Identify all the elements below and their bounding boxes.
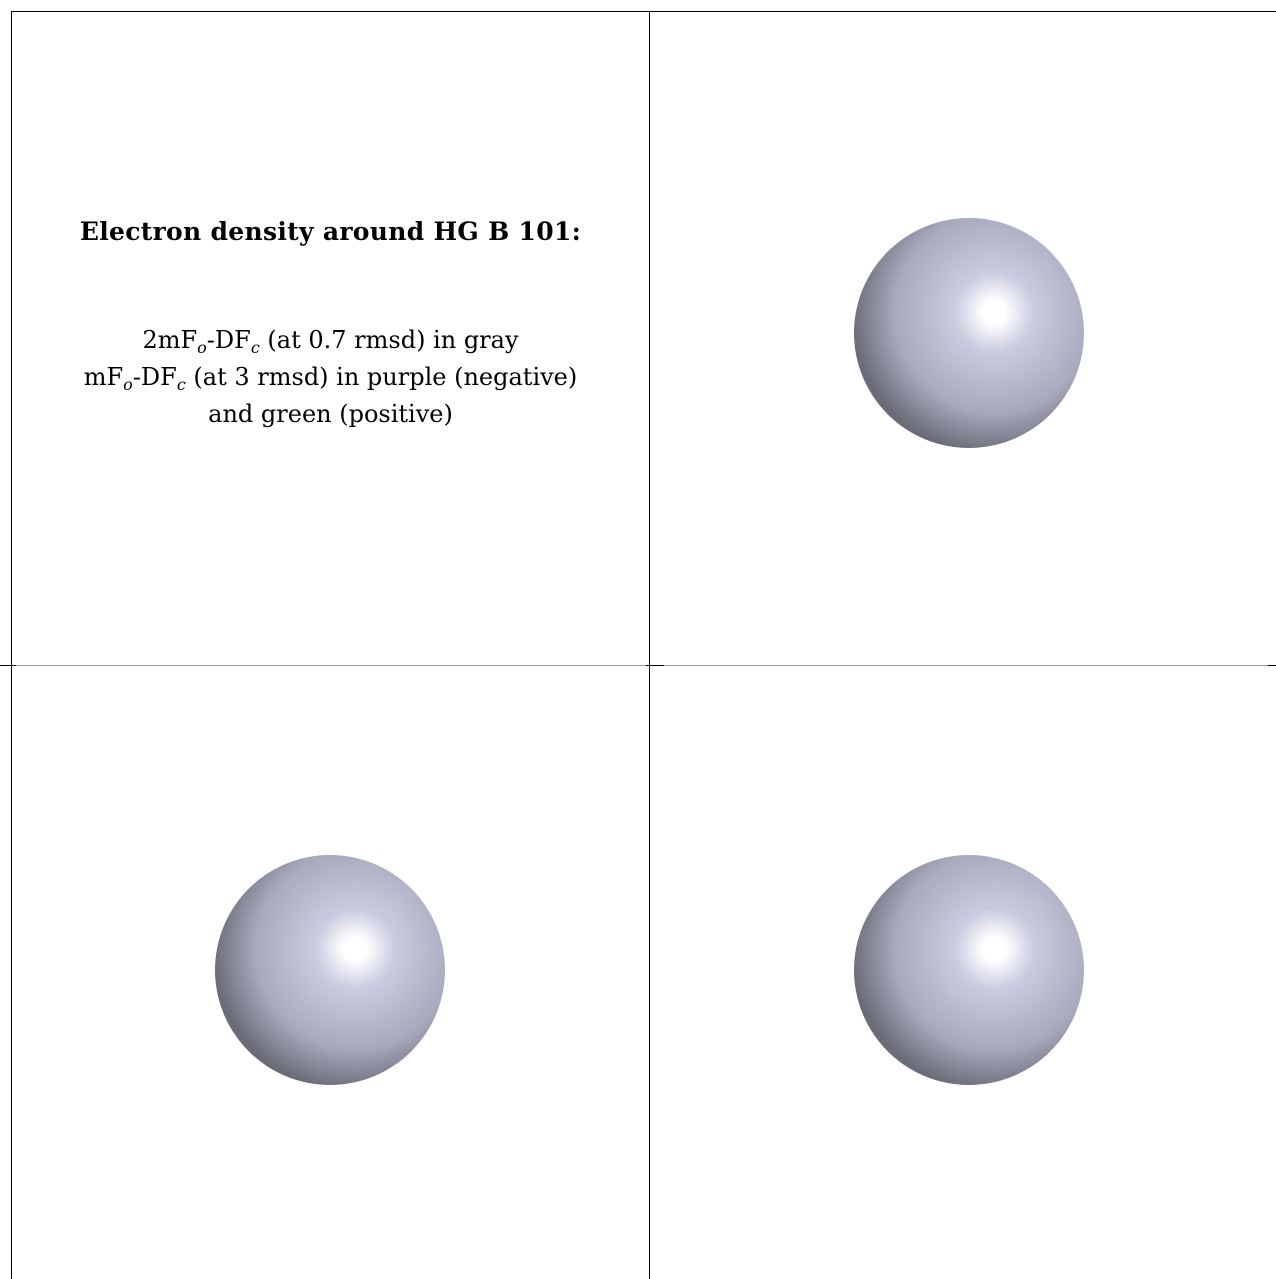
legend-line1-mid: -DF [206,326,251,354]
legend-text: 2mFo-DFc (at 0.7 rmsd) in gray mFo-DFc (… [12,322,649,433]
legend-line1-sub2: c [250,338,260,357]
vertical-divider [649,11,650,1279]
sphere-bottom-left [215,855,445,1085]
sphere-bottom-right [854,855,1084,1085]
legend-line2-sub2: c [176,375,186,394]
legend-line-purple-green: mFo-DFc (at 3 rmsd) in purple (negative) [12,359,649,396]
view-bottom-right [853,854,1085,1086]
description-panel: Electron density around HG B 101: 2mFo-D… [12,12,649,665]
view-top-right [853,217,1085,449]
density-sphere-top-right [854,218,1084,448]
divider-tick-right [1268,665,1276,666]
legend-line1-suffix: (at 0.7 rmsd) in gray [259,326,519,354]
legend-line1-sub1: o [197,338,207,357]
view-bottom-left [214,854,446,1086]
divider-tick-left [0,665,16,666]
legend-line2-mid: -DF [132,363,177,391]
density-sphere-bottom-left [215,855,445,1085]
horizontal-divider [0,665,1276,666]
legend-line2-suffix: (at 3 rmsd) in purple (negative) [185,363,578,391]
legend-line-gray: 2mFo-DFc (at 0.7 rmsd) in gray [12,322,649,359]
sphere-top-right [854,218,1084,448]
legend-line2-prefix: mF [83,363,124,391]
legend-line2-sub1: o [123,375,133,394]
figure-title: Electron density around HG B 101: [79,217,582,246]
legend-line3: and green (positive) [208,400,453,428]
divider-tick-center [646,665,664,666]
legend-line1-prefix: 2mF [142,326,198,354]
top-border [11,11,1276,12]
left-border [11,11,12,1279]
density-sphere-bottom-right [854,855,1084,1085]
